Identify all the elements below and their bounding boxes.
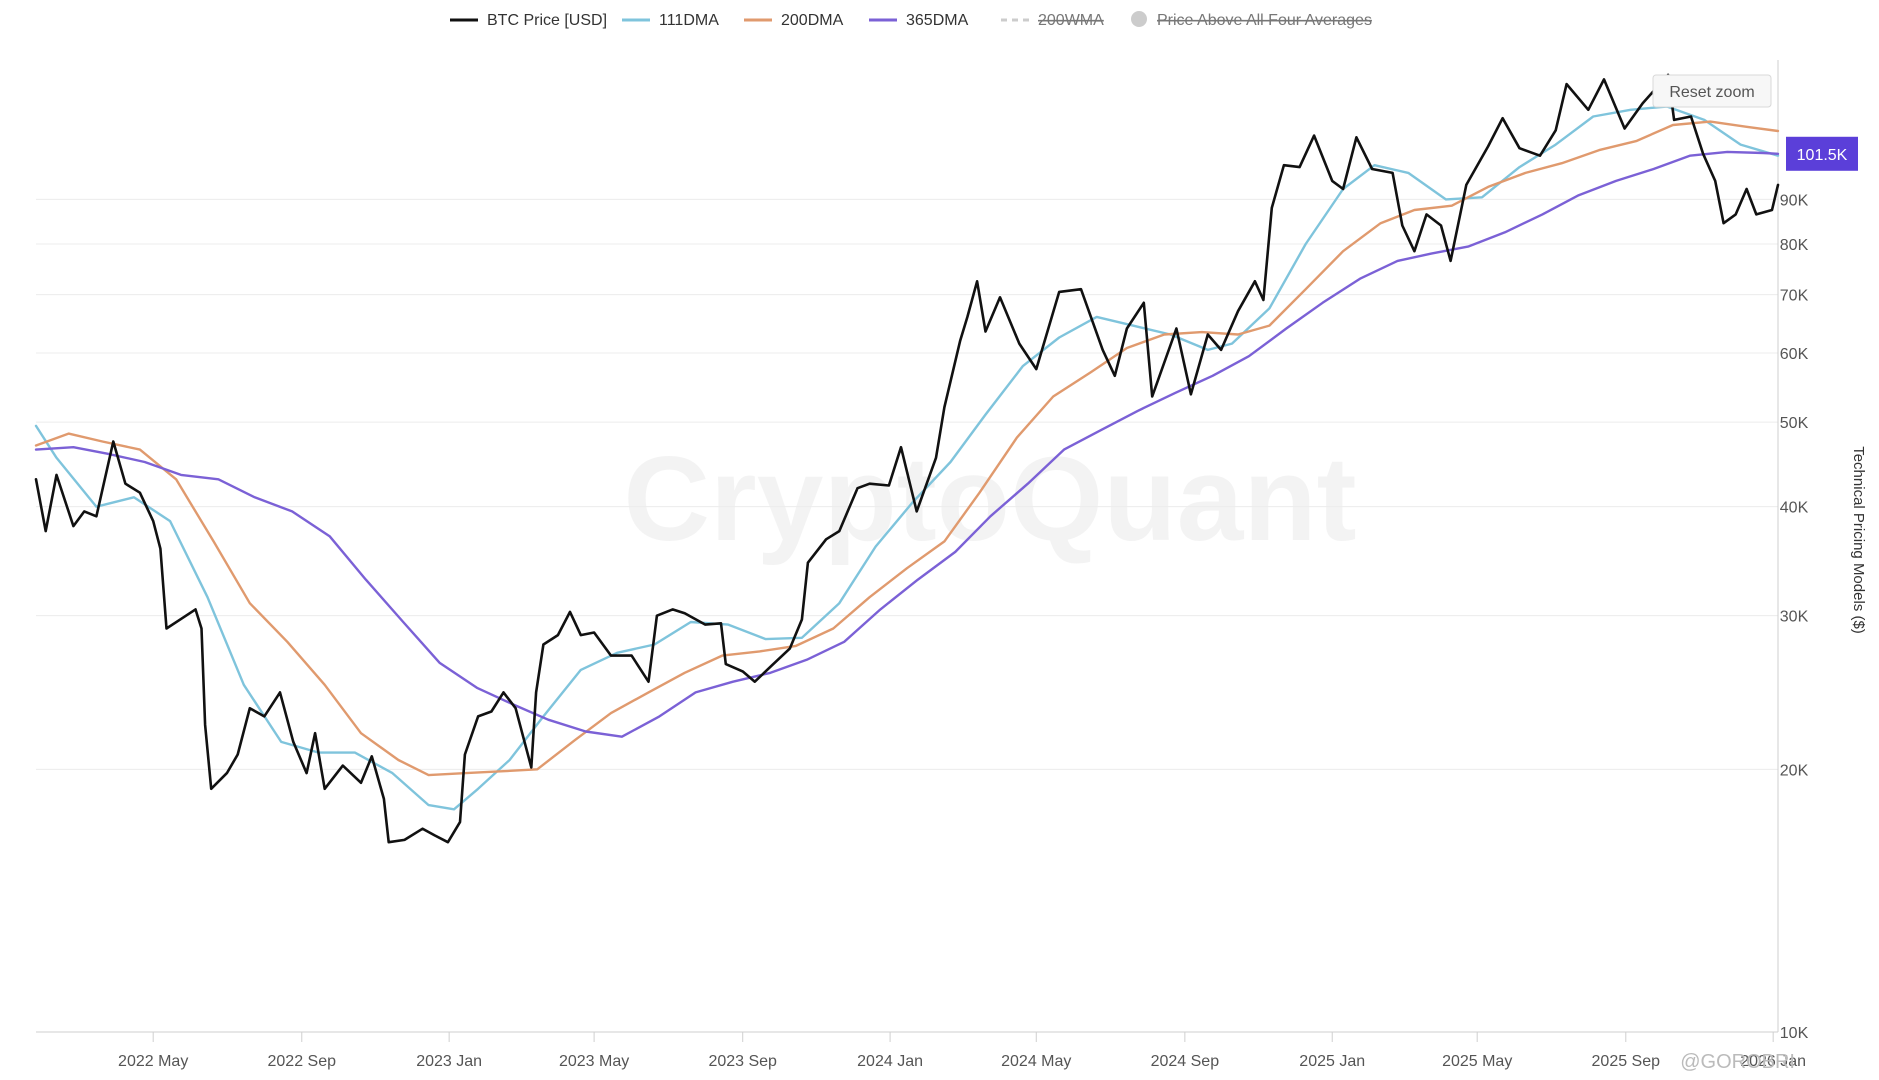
reset-zoom-button[interactable]: Reset zoom <box>1652 74 1772 108</box>
y-tick-label: 70K <box>1780 288 1809 305</box>
x-tick-label: 2022 May <box>118 1053 188 1070</box>
y-axis-title: Technical Pricing Models ($) <box>1850 446 1867 634</box>
y-tick-label: 90K <box>1780 192 1809 209</box>
series-line-200dma <box>34 120 1780 777</box>
x-tick-label: 2023 Sep <box>708 1053 777 1070</box>
x-tick-label: 2025 May <box>1442 1053 1512 1070</box>
legend-label: 111DMA <box>659 12 719 29</box>
legend-label: 365DMA <box>906 12 969 29</box>
legend: BTC Price [USD] 111DMA 200DMA 365DMA 200WMA P… <box>450 11 1372 29</box>
legend-label: 200DMA <box>781 12 844 29</box>
y-tick-label: 80K <box>1780 237 1809 254</box>
legend-item-200dma[interactable]: 200DMA <box>744 12 844 29</box>
y-tick-label: 40K <box>1780 500 1809 517</box>
x-tick-label: 2025 Sep <box>1592 1053 1661 1070</box>
credit-text: @GOROBRI <box>1680 1051 1795 1073</box>
x-tick-label: 2023 May <box>559 1053 629 1070</box>
x-tick-label: 2026 Jan <box>1740 1053 1806 1070</box>
legend-label: Price Above All Four Averages <box>1157 12 1372 29</box>
overlay: 101.5K <box>1786 136 1858 171</box>
legend-marker <box>1131 11 1147 27</box>
y-tick-label: 10K <box>1780 1025 1809 1042</box>
last-value-label: 101.5K <box>1797 147 1848 164</box>
y-tick-label: 60K <box>1780 346 1809 363</box>
legend-item-200wma[interactable]: 200WMA <box>1001 12 1104 29</box>
x-tick-label: 2024 Sep <box>1151 1053 1220 1070</box>
watermark: CryptoQuant <box>623 432 1356 566</box>
reset-zoom-label[interactable]: Reset zoom <box>1669 84 1754 101</box>
x-tick-label: 2024 May <box>1001 1053 1071 1070</box>
legend-item-price-above-all-four-averages[interactable]: Price Above All Four Averages <box>1131 11 1372 29</box>
series-layer <box>34 73 1780 844</box>
series-line-111dma <box>34 105 1780 811</box>
axes: 2022 May 2022 Sep 2023 Jan 2023 May 2023 Sep… <box>36 60 1806 1070</box>
series-line-btc-price-usd <box>34 73 1780 844</box>
legend-label: 200WMA <box>1038 12 1104 29</box>
legend-item-365dma[interactable]: 365DMA <box>869 12 969 29</box>
grid: 10K 20K 30K 40K 50K 60K 70K 80K 90K <box>36 192 1809 1042</box>
legend-item-btc-price-usd[interactable]: BTC Price [USD] <box>450 12 607 29</box>
x-tick-label: 2024 Jan <box>857 1053 923 1070</box>
last-value-tag <box>1786 136 1858 171</box>
x-tick-label: 2022 Sep <box>268 1053 337 1070</box>
x-tick-label: 2023 Jan <box>416 1053 482 1070</box>
y-tick-label: 50K <box>1780 415 1809 432</box>
legend-label: BTC Price [USD] <box>487 12 607 29</box>
y-tick-label: 30K <box>1780 609 1809 626</box>
y-tick-label: 20K <box>1780 762 1809 779</box>
reset-zoom-box[interactable] <box>1652 74 1772 108</box>
series-line-365dma <box>34 150 1780 738</box>
legend-item-111dma[interactable]: 111DMA <box>622 12 719 29</box>
x-tick-label: 2025 Jan <box>1299 1053 1365 1070</box>
